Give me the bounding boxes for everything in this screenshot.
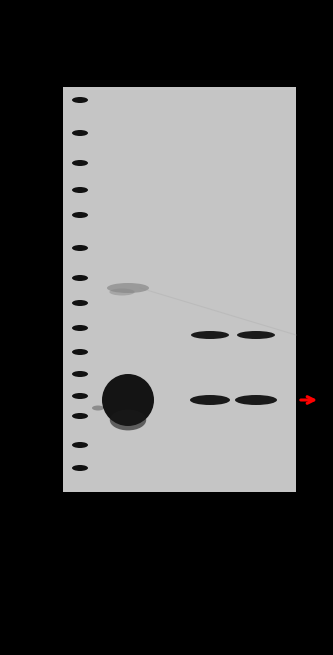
Ellipse shape [72, 187, 88, 193]
Ellipse shape [92, 405, 104, 411]
Ellipse shape [72, 300, 88, 306]
Ellipse shape [72, 442, 88, 448]
Ellipse shape [72, 349, 88, 355]
Ellipse shape [110, 288, 135, 295]
Ellipse shape [190, 395, 230, 405]
Ellipse shape [72, 465, 88, 471]
Ellipse shape [72, 212, 88, 218]
Ellipse shape [72, 130, 88, 136]
Ellipse shape [72, 245, 88, 251]
Ellipse shape [237, 331, 275, 339]
Ellipse shape [191, 331, 229, 339]
Ellipse shape [72, 275, 88, 281]
Ellipse shape [107, 283, 149, 293]
Ellipse shape [102, 374, 154, 426]
Ellipse shape [72, 413, 88, 419]
Ellipse shape [72, 371, 88, 377]
Bar [63, 87, 296, 492]
Ellipse shape [72, 160, 88, 166]
Ellipse shape [110, 409, 146, 430]
Ellipse shape [72, 97, 88, 103]
Ellipse shape [235, 395, 277, 405]
Ellipse shape [72, 325, 88, 331]
Ellipse shape [72, 393, 88, 399]
